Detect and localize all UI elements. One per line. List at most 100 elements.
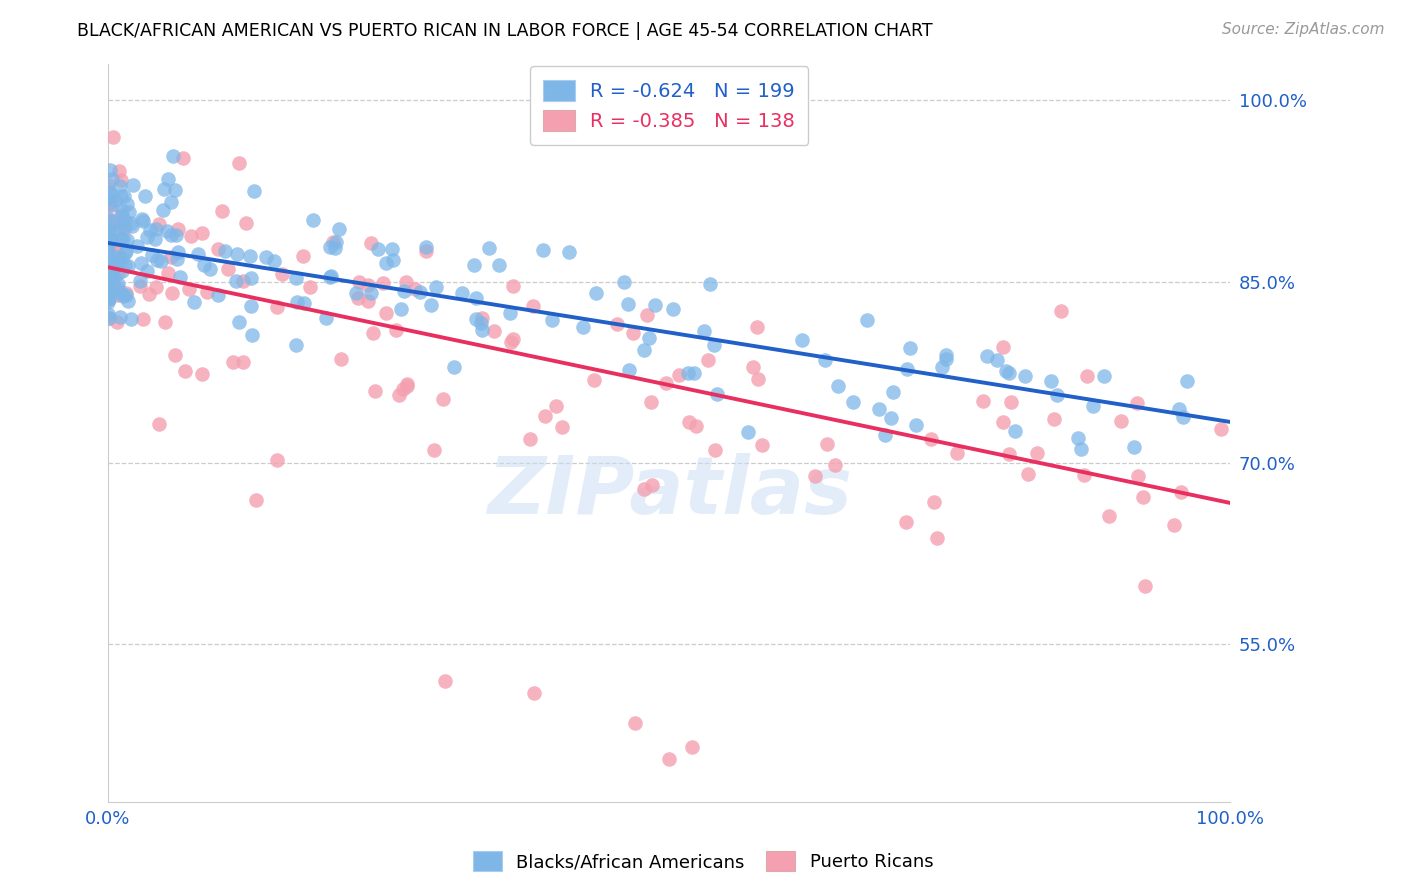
Point — [129, 274, 152, 288]
Point — [97, 197, 120, 211]
Point — [499, 306, 522, 320]
Point — [114, 244, 136, 258]
Point — [330, 351, 353, 366]
Point — [703, 338, 725, 352]
Point — [97, 229, 120, 244]
Point — [191, 368, 214, 382]
Point — [790, 333, 813, 347]
Point — [302, 212, 325, 227]
Point — [101, 260, 124, 275]
Point — [100, 267, 122, 281]
Point — [172, 151, 194, 165]
Point — [240, 299, 263, 313]
Point — [814, 353, 837, 368]
Point — [101, 171, 124, 186]
Point — [621, 326, 644, 340]
Point — [100, 223, 122, 237]
Point — [318, 240, 340, 254]
Point — [1040, 375, 1063, 389]
Point — [696, 353, 718, 368]
Point — [693, 324, 716, 338]
Point — [165, 228, 187, 243]
Point — [97, 285, 120, 300]
Point — [922, 495, 945, 509]
Point — [162, 149, 184, 163]
Point — [225, 246, 247, 260]
Point — [534, 409, 557, 423]
Point — [896, 362, 918, 376]
Point — [920, 432, 942, 446]
Point — [644, 298, 666, 312]
Point — [105, 283, 128, 297]
Point — [97, 295, 120, 310]
Point — [98, 311, 121, 326]
Point — [1171, 410, 1194, 425]
Point — [228, 314, 250, 328]
Point — [105, 315, 128, 329]
Point — [931, 360, 953, 375]
Point — [367, 243, 389, 257]
Point — [132, 213, 155, 227]
Point — [217, 262, 239, 277]
Point — [613, 275, 636, 289]
Point — [315, 310, 337, 325]
Point — [100, 264, 122, 278]
Point — [110, 232, 132, 246]
Point — [97, 282, 120, 296]
Point — [111, 288, 134, 302]
Point — [357, 294, 380, 309]
Point — [392, 284, 415, 298]
Point — [105, 245, 128, 260]
Point — [375, 256, 398, 270]
Point — [156, 223, 179, 237]
Legend: R = -0.624   N = 199, R = -0.385   N = 138: R = -0.624 N = 199, R = -0.385 N = 138 — [530, 66, 808, 145]
Point — [388, 388, 411, 402]
Point — [193, 259, 215, 273]
Point — [110, 173, 132, 187]
Point — [190, 226, 212, 240]
Point — [824, 458, 846, 473]
Point — [166, 244, 188, 259]
Point — [285, 338, 308, 352]
Point — [347, 275, 370, 289]
Point — [751, 438, 773, 452]
Point — [894, 515, 917, 529]
Point — [633, 343, 655, 358]
Point — [1066, 431, 1088, 445]
Point — [195, 285, 218, 299]
Point — [105, 250, 128, 264]
Point — [299, 279, 322, 293]
Point — [98, 162, 121, 177]
Point — [97, 279, 120, 293]
Point — [132, 311, 155, 326]
Point — [325, 235, 347, 250]
Point — [986, 353, 1008, 368]
Point — [103, 240, 125, 254]
Point — [110, 189, 132, 203]
Point — [120, 312, 142, 326]
Point — [98, 186, 121, 201]
Point — [463, 258, 485, 272]
Point — [550, 420, 572, 434]
Point — [868, 401, 890, 416]
Point — [97, 310, 120, 325]
Point — [100, 198, 122, 212]
Point — [112, 189, 135, 203]
Point — [97, 293, 120, 307]
Y-axis label: In Labor Force | Age 45-54: In Labor Force | Age 45-54 — [0, 313, 8, 552]
Point — [114, 285, 136, 300]
Point — [371, 276, 394, 290]
Point — [676, 366, 699, 380]
Point — [546, 399, 568, 413]
Point — [880, 410, 903, 425]
Point — [558, 245, 581, 260]
Point — [97, 237, 120, 252]
Point — [464, 312, 486, 326]
Point — [101, 129, 124, 144]
Point — [704, 443, 727, 458]
Point — [292, 250, 315, 264]
Point — [145, 221, 167, 235]
Point — [146, 252, 169, 267]
Point — [1135, 579, 1157, 593]
Point — [328, 222, 350, 236]
